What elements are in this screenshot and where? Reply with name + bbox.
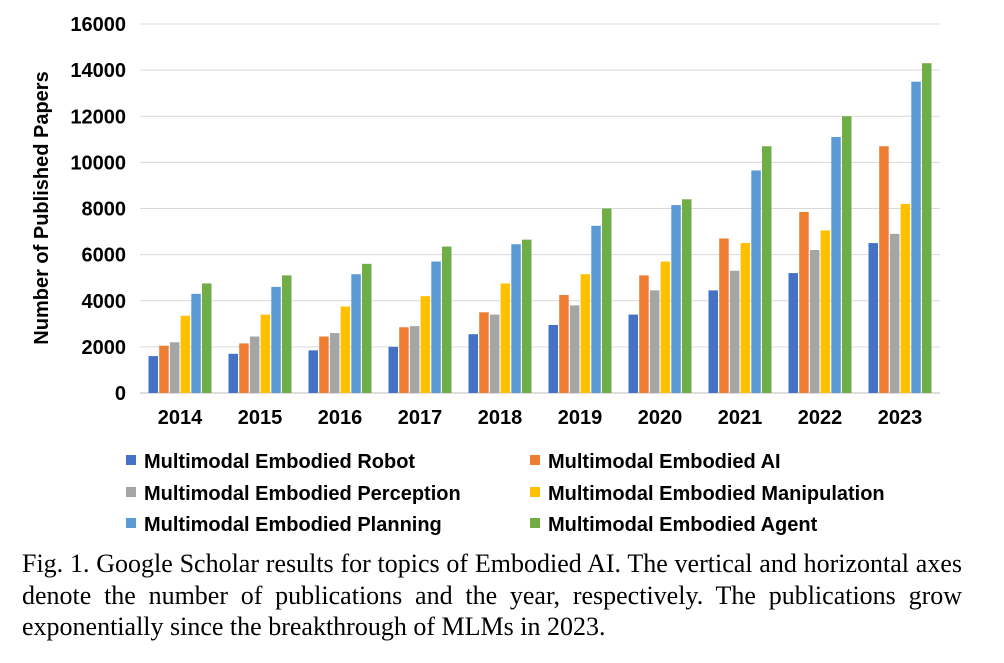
x-tick-label: 2022 — [798, 407, 843, 429]
legend-label: Multimodal Embodied AI — [548, 451, 781, 473]
bar — [522, 239, 532, 393]
legend-swatch — [530, 487, 540, 497]
legend-swatch — [530, 518, 540, 528]
bar — [889, 233, 900, 393]
bar — [228, 353, 238, 393]
bar — [431, 261, 441, 393]
bar — [591, 225, 601, 393]
bar — [671, 205, 681, 393]
bar — [180, 315, 191, 393]
x-tick-label: 2017 — [398, 407, 443, 429]
bar — [548, 324, 558, 393]
x-tick-label: 2016 — [318, 407, 363, 429]
y-tick-label: 2000 — [82, 337, 127, 359]
x-tick-label: 2021 — [718, 407, 763, 429]
bar — [202, 283, 212, 393]
x-tick-label: 2014 — [158, 407, 203, 429]
bar — [900, 203, 911, 393]
bar — [559, 294, 569, 393]
bar — [751, 170, 761, 393]
x-axis-ticks: 2014 2015 2016 2017 2018 2019 2020 2021 2022 2023 — [158, 407, 923, 429]
bar — [799, 211, 809, 393]
bar — [569, 305, 580, 393]
bar — [282, 275, 292, 393]
bar — [442, 246, 452, 393]
bar — [719, 238, 729, 393]
legend-label: Multimodal Embodied Manipulation — [548, 483, 885, 505]
legend-swatch — [530, 455, 540, 465]
bar — [649, 290, 660, 393]
bar-chart: 0 2000 4000 6000 8000 10000 12000 14000 16000 20… — [31, 14, 940, 536]
bar — [479, 312, 489, 393]
x-tick-label: 2018 — [478, 407, 523, 429]
bar — [922, 63, 932, 394]
bar — [148, 356, 158, 393]
bar — [879, 146, 889, 393]
legend-label: Multimodal Embodied Agent — [548, 514, 818, 536]
bar — [420, 296, 431, 393]
bar — [708, 290, 718, 393]
bar — [388, 346, 398, 393]
bar — [271, 286, 281, 393]
bar — [740, 243, 751, 393]
bar — [602, 208, 612, 393]
bar — [809, 250, 820, 393]
bar — [468, 334, 478, 393]
bar — [159, 345, 169, 393]
bar — [868, 243, 878, 393]
bar — [329, 333, 340, 393]
bar — [831, 137, 841, 393]
bar — [762, 146, 772, 393]
bar — [842, 116, 852, 393]
x-tick-label: 2020 — [638, 407, 683, 429]
x-tick-label: 2019 — [558, 407, 603, 429]
bar — [511, 244, 521, 393]
bar — [340, 306, 351, 393]
bar — [628, 314, 638, 393]
y-tick-label: 14000 — [70, 60, 126, 82]
bar — [682, 199, 692, 393]
bar — [399, 327, 409, 393]
x-tick-label: 2023 — [878, 407, 923, 429]
y-tick-label: 16000 — [70, 14, 126, 36]
figure-caption: Fig. 1. Google Scholar results for topic… — [22, 549, 962, 641]
bar — [489, 314, 500, 393]
legend-label: Multimodal Embodied Robot — [144, 451, 415, 473]
bar — [239, 343, 249, 393]
bar — [729, 270, 740, 393]
y-tick-label: 12000 — [70, 106, 126, 128]
grid-lines — [140, 23, 940, 394]
bar — [911, 81, 921, 393]
y-tick-label: 6000 — [82, 245, 127, 267]
bar — [169, 342, 180, 393]
bar — [500, 283, 511, 393]
bar — [820, 230, 831, 393]
legend-swatch — [126, 455, 136, 465]
bar — [260, 314, 271, 393]
legend: Multimodal Embodied Robot Multimodal Embo… — [126, 451, 885, 536]
bar — [249, 336, 260, 393]
legend-swatch — [126, 518, 136, 528]
y-axis-label: Number of Published Papers — [31, 71, 53, 344]
bar — [362, 263, 372, 393]
x-tick-label: 2015 — [238, 407, 283, 429]
bar — [409, 326, 420, 393]
bar — [319, 336, 329, 393]
y-tick-label: 0 — [115, 383, 126, 405]
y-axis-ticks: 0 2000 4000 6000 8000 10000 12000 14000 16000 — [70, 14, 126, 405]
bar — [788, 273, 798, 393]
bar — [660, 261, 671, 393]
y-tick-label: 4000 — [82, 291, 127, 313]
bar — [191, 293, 201, 393]
legend-label: Multimodal Embodied Planning — [144, 514, 442, 536]
y-tick-label: 10000 — [70, 152, 126, 174]
bar — [351, 274, 361, 393]
bars — [148, 63, 932, 394]
y-tick-label: 8000 — [82, 199, 127, 221]
legend-label: Multimodal Embodied Perception — [144, 483, 461, 505]
bar — [308, 350, 318, 393]
bar — [639, 275, 649, 393]
bar — [580, 274, 591, 393]
legend-swatch — [126, 487, 136, 497]
